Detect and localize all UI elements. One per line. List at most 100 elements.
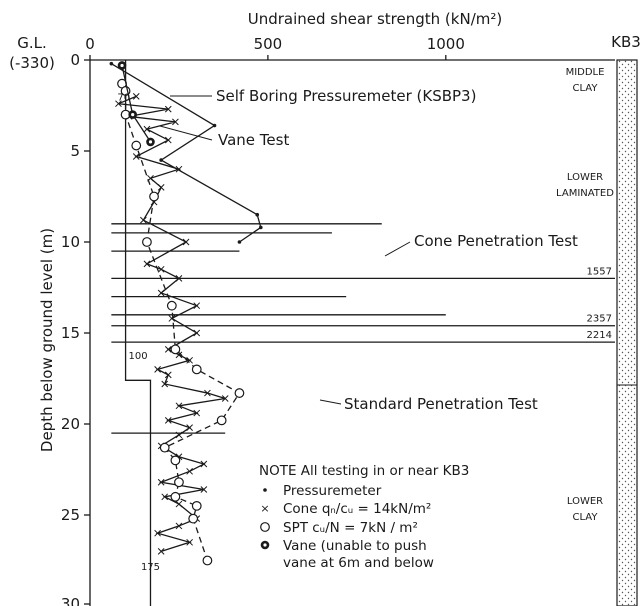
- stratum-label-0-0: MIDDLE: [566, 67, 605, 78]
- spt-point-10: [216, 415, 227, 426]
- cone-point-28: [221, 395, 229, 402]
- pressuremeter-point-5: [237, 240, 242, 244]
- note-entry-3: Vane (unable to push: [283, 538, 427, 554]
- spt-point-4: [149, 191, 159, 202]
- spt-point-9: [234, 388, 245, 398]
- series-line-1: [118, 95, 226, 553]
- pressuremeter-point-1: [212, 123, 217, 128]
- pressuremeter-point-3: [255, 212, 260, 217]
- cone-point-30: [193, 409, 201, 417]
- plot-label-2: 175: [141, 562, 160, 573]
- note-entry-4: vane at 6m and below: [283, 555, 434, 571]
- y-tick-label-4: 20: [61, 415, 80, 433]
- cone-point-23: [186, 356, 193, 364]
- cone-point-14: [143, 260, 151, 268]
- annotation-spt: Standard Penetration Test: [344, 395, 538, 413]
- x-tick-label-2: 1000: [427, 35, 465, 53]
- cone-point-6: [164, 136, 172, 144]
- cone-point-32: [186, 424, 193, 431]
- cone-point-33: [175, 431, 183, 439]
- cone-point-5: [143, 125, 151, 133]
- stratum-label-2-1: CLAY: [573, 512, 599, 523]
- note-filled-circle-inner: [263, 543, 267, 547]
- borehole-label: KB3: [611, 33, 640, 51]
- cone-point-41: [175, 500, 183, 508]
- y-tick-label-5: 25: [61, 506, 80, 524]
- cone-point-12: [140, 216, 147, 224]
- note-cross-marker: ×: [260, 502, 269, 515]
- y-tick-label-2: 10: [61, 233, 80, 251]
- cone-point-19: [168, 315, 176, 322]
- cone-point-17: [157, 289, 165, 297]
- cone-point-40: [161, 493, 169, 501]
- cone-point-0: [132, 93, 140, 100]
- spt-point-14: [170, 491, 181, 502]
- spt-point-7: [170, 344, 181, 355]
- plot-label-1: 100: [128, 351, 147, 362]
- spt-point-11: [159, 442, 170, 453]
- y-tick-label-6: 30: [61, 595, 80, 606]
- cone-point-31: [164, 417, 172, 424]
- annotations: Self Boring Pressuremeter (KSBP3) Vane T…: [159, 87, 578, 413]
- cone-point-45: [186, 538, 193, 546]
- spt-point-15: [191, 501, 202, 511]
- data-series: [109, 61, 263, 566]
- series-line-0: [111, 63, 262, 243]
- x-tick-label-0: 0: [85, 35, 95, 53]
- note-entry-2: SPT cᵤ/N = 7kN / m²: [283, 520, 418, 536]
- cone-point-37: [186, 467, 193, 475]
- spt-point-12: [170, 455, 181, 466]
- cone-point-39: [200, 486, 208, 493]
- cone-point-27: [204, 389, 211, 397]
- annotation-vane-test: Vane Test: [218, 131, 289, 149]
- cone-point-15: [157, 265, 165, 273]
- y-ticks: 0 5 10 15 20 25 30: [61, 51, 90, 606]
- strata-labels: MIDDLE CLAY LOWER LAMINATED LOWER CLAY: [556, 67, 637, 523]
- cone-peak-label-7: 2214: [587, 330, 612, 341]
- cone-point-29: [175, 402, 183, 410]
- spt-point-3: [131, 140, 142, 151]
- spt-point-17: [202, 555, 213, 566]
- cone-point-7: [132, 153, 140, 160]
- cutoff-line-group: [124, 60, 152, 606]
- ground-level-label: G.L.: [17, 34, 47, 52]
- note-entry-0: Pressuremeter: [283, 483, 382, 499]
- cone-point-38: [157, 478, 165, 486]
- note-entry-1: Cone qₙ/cᵤ = 14kN/m²: [283, 501, 431, 517]
- x-axis-title: Undrained shear strength (kN/m²): [248, 10, 502, 28]
- cone-point-43: [175, 522, 183, 530]
- x-ticks: 0 500 1000: [85, 35, 465, 60]
- spt-point-13: [174, 477, 184, 488]
- cone-point-25: [164, 371, 172, 379]
- borehole-column: [616, 59, 638, 606]
- stratum-label-1-0: LOWER: [567, 172, 603, 183]
- ground-level-value: (-330): [9, 54, 55, 72]
- y-tick-label-0: 0: [70, 51, 80, 69]
- stratum-label-0-1: CLAY: [573, 83, 599, 94]
- pressuremeter-point-0: [109, 61, 114, 66]
- cone-point-4: [172, 118, 179, 126]
- cone-point-16: [175, 275, 183, 282]
- spt-point-6: [166, 300, 177, 311]
- legend-note: NOTE All testing in or near KB3 Pressure…: [259, 463, 469, 571]
- cone-point-46: [157, 548, 165, 555]
- plot-labels: 70 100 175: [117, 92, 160, 573]
- note-circle-marker: [260, 522, 270, 532]
- cone-peak-lines: [111, 223, 615, 434]
- cone-point-18: [193, 302, 201, 310]
- cone-point-24: [154, 366, 161, 373]
- cone-point-26: [161, 380, 169, 388]
- y-tick-label-1: 5: [70, 142, 80, 160]
- cone-point-8: [175, 165, 183, 173]
- y-axis-title: Depth below ground level (m): [38, 228, 56, 452]
- vane-point-center-0: [120, 63, 124, 68]
- cutoff-line: [124, 60, 152, 606]
- spt-point-16: [188, 513, 199, 524]
- cone-point-2: [164, 105, 172, 113]
- stratum-label-1-1: LAMINATED: [556, 188, 614, 199]
- note-dot-marker: [263, 488, 267, 492]
- cone-point-21: [164, 346, 172, 353]
- pressuremeter-point-4: [258, 225, 263, 230]
- cone-point-36: [200, 460, 208, 468]
- cone-point-1: [115, 100, 122, 108]
